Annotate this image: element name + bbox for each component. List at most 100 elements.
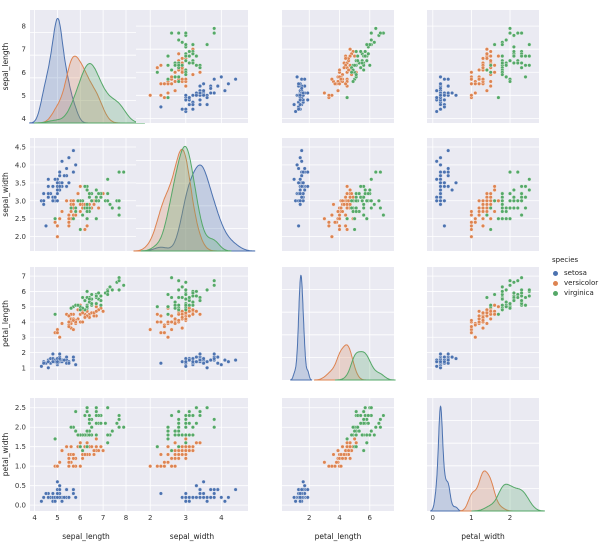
x-axis-label-petal_length: petal_length	[315, 532, 362, 541]
point-setosa	[222, 358, 227, 363]
point-versicolor	[55, 234, 60, 239]
point-virginica	[523, 303, 528, 308]
point-versicolor	[101, 309, 106, 314]
point-virginica	[166, 436, 170, 441]
point-versicolor	[173, 321, 178, 326]
point-versicolor	[484, 209, 489, 214]
point-setosa	[226, 81, 231, 86]
point-virginica	[173, 433, 178, 437]
point-virginica	[94, 413, 99, 418]
point-setosa	[183, 491, 188, 496]
point-versicolor	[469, 70, 474, 75]
point-virginica	[369, 429, 374, 434]
point-virginica	[523, 54, 528, 59]
point-virginica	[121, 283, 126, 288]
point-versicolor	[94, 436, 99, 441]
point-setosa	[233, 487, 238, 492]
point-virginica	[500, 216, 505, 221]
y-tick-label: 3.0	[15, 197, 26, 205]
point-virginica	[176, 295, 181, 300]
point-virginica	[484, 68, 489, 72]
point-setosa	[299, 86, 304, 91]
point-setosa	[60, 499, 64, 504]
point-versicolor	[94, 444, 99, 449]
point-versicolor	[348, 456, 353, 461]
point-virginica	[508, 79, 512, 84]
point-setosa	[295, 74, 300, 79]
point-versicolor	[340, 198, 345, 203]
point-virginica	[500, 209, 505, 214]
point-setosa	[187, 102, 192, 107]
point-setosa	[438, 173, 443, 178]
point-virginica	[515, 198, 520, 203]
point-setosa	[296, 223, 301, 228]
point-versicolor	[101, 448, 106, 453]
point-versicolor	[162, 464, 167, 469]
point-versicolor	[322, 91, 327, 95]
legend-item-versicolor: versicolor	[552, 278, 598, 288]
point-virginica	[508, 301, 512, 306]
point-virginica	[176, 278, 181, 283]
point-virginica	[500, 195, 505, 200]
point-versicolor	[484, 310, 489, 315]
point-versicolor	[80, 320, 85, 324]
point-setosa	[454, 93, 458, 98]
point-setosa	[180, 107, 185, 112]
point-versicolor	[488, 84, 493, 89]
point-setosa	[205, 365, 210, 370]
point-virginica	[180, 40, 185, 45]
point-virginica	[166, 77, 170, 82]
point-setosa	[301, 479, 306, 484]
point-versicolor	[158, 330, 163, 335]
point-setosa	[201, 81, 206, 86]
point-setosa	[442, 223, 447, 228]
point-setosa	[296, 180, 301, 185]
point-virginica	[515, 295, 520, 300]
point-virginica	[345, 95, 350, 100]
point-setosa	[158, 361, 163, 366]
point-virginica	[500, 303, 505, 308]
point-setosa	[55, 180, 60, 185]
point-versicolor	[481, 206, 485, 210]
point-versicolor	[53, 220, 58, 225]
point-virginica	[205, 42, 210, 47]
point-virginica	[82, 413, 87, 418]
point-virginica	[96, 191, 101, 196]
point-setosa	[39, 499, 44, 504]
point-virginica	[94, 409, 99, 414]
point-virginica	[484, 213, 489, 218]
point-versicolor	[339, 464, 343, 469]
point-setosa	[450, 91, 455, 95]
point-virginica	[117, 425, 122, 430]
point-setosa	[215, 487, 220, 492]
point-setosa	[299, 173, 304, 178]
point-setosa	[302, 166, 307, 171]
y-tick-label: 6	[22, 288, 27, 296]
point-setosa	[219, 495, 224, 500]
point-virginica	[361, 417, 366, 422]
point-virginica	[190, 291, 195, 295]
point-versicolor	[82, 315, 87, 320]
point-setosa	[194, 93, 199, 98]
point-setosa	[187, 495, 192, 500]
point-setosa	[201, 479, 206, 484]
point-versicolor	[477, 213, 482, 218]
point-virginica	[361, 213, 366, 218]
point-virginica	[176, 425, 181, 430]
point-setosa	[198, 358, 202, 363]
point-versicolor	[73, 213, 78, 218]
point-setosa	[71, 170, 76, 175]
point-versicolor	[484, 195, 489, 200]
point-versicolor	[71, 327, 76, 332]
point-setosa	[450, 188, 455, 192]
point-versicolor	[488, 195, 493, 200]
point-virginica	[508, 26, 512, 31]
point-versicolor	[496, 54, 501, 59]
point-versicolor	[481, 209, 485, 214]
point-virginica	[89, 198, 94, 203]
point-versicolor	[85, 440, 90, 445]
point-setosa	[296, 81, 301, 86]
point-setosa	[438, 155, 443, 160]
point-virginica	[82, 184, 87, 189]
point-versicolor	[162, 460, 167, 465]
